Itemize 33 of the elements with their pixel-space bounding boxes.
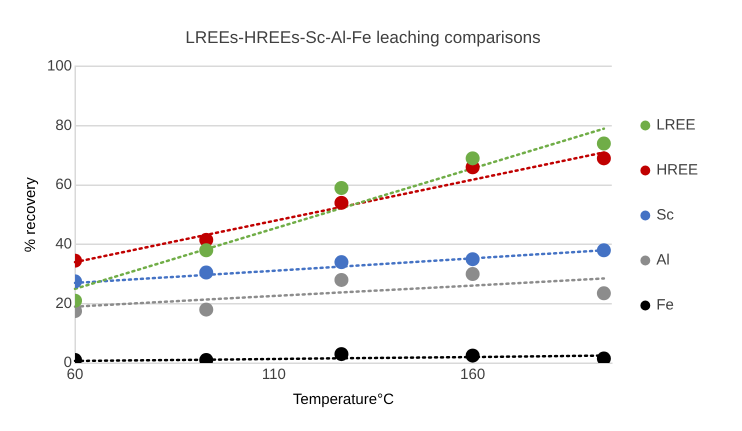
x-tick-label: 160 <box>460 366 486 384</box>
y-tick-label: 100 <box>46 58 72 75</box>
point <box>596 286 611 300</box>
legend-label: Fe <box>656 296 674 314</box>
point <box>466 151 480 166</box>
point <box>334 196 348 210</box>
point <box>334 255 348 270</box>
legend-label: Sc <box>656 206 674 224</box>
x-axis-title: Temperature°C <box>292 391 394 408</box>
point <box>466 267 480 282</box>
point <box>334 347 348 362</box>
chart-title: LREEs-HREEs-Sc-Al-Fe leaching comparisons <box>185 28 541 47</box>
point <box>466 252 480 266</box>
y-tick-label: 80 <box>55 116 72 134</box>
point <box>199 243 214 258</box>
line-series <box>74 127 606 290</box>
y-tick-label: 20 <box>55 294 72 312</box>
y-tick-label: 40 <box>55 236 72 252</box>
point <box>596 243 611 258</box>
y-axis-title: % recovery <box>22 176 40 252</box>
point <box>596 136 611 151</box>
x-tick-label: 110 <box>262 366 286 384</box>
point <box>199 302 214 317</box>
legend-label: LREE <box>656 116 696 134</box>
legend-label: Al <box>656 252 670 269</box>
y-tick-label: 60 <box>55 176 72 194</box>
point <box>596 151 611 166</box>
point <box>334 181 348 196</box>
x-tick-label: 60 <box>66 366 84 384</box>
point <box>466 348 480 363</box>
point <box>334 272 348 287</box>
point <box>199 266 214 280</box>
legend-label: HREE <box>656 162 698 179</box>
